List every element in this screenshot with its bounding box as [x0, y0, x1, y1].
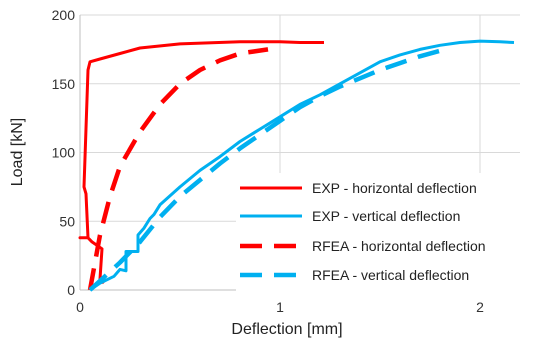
series-line-exp-horizontal-deflection	[78, 40, 324, 285]
legend: EXP - horizontal deflection EXP - vertica…	[240, 180, 486, 283]
series-lines	[78, 39, 515, 292]
y-tick-label: 200	[52, 7, 76, 23]
y-tick-label: 50	[59, 213, 75, 229]
y-tick-label: 100	[52, 145, 76, 161]
series-line-exp-vertical-deflection	[89, 39, 515, 292]
y-axis-title: Load [kN]	[9, 118, 26, 186]
y-tick-label: 0	[67, 282, 75, 298]
series-line-rfea-horizontal-deflection	[87, 47, 269, 291]
x-axis-title: Deflection [mm]	[231, 321, 342, 338]
legend-label: EXP - vertical deflection	[312, 208, 460, 224]
x-tick-label: 0	[76, 299, 84, 315]
legend-label: EXP - horizontal deflection	[312, 180, 477, 196]
legend-background	[236, 173, 526, 291]
x-tick-label: 1	[276, 299, 284, 315]
tick-labels: 0 50 100 150 200 0 1 2	[52, 7, 484, 315]
x-tick-label: 2	[476, 299, 484, 315]
y-tick-label: 150	[52, 76, 76, 92]
legend-label: RFEA - horizontal deflection	[312, 238, 486, 254]
series-line-rfea-vertical-deflection	[88, 47, 447, 292]
legend-label: RFEA - vertical deflection	[312, 267, 469, 283]
